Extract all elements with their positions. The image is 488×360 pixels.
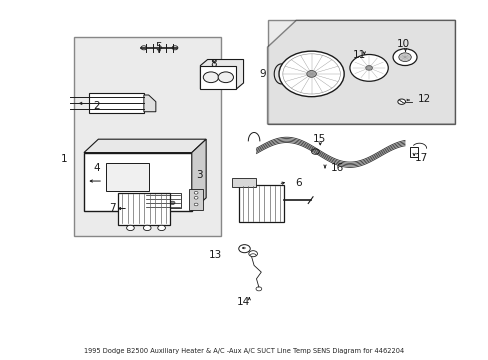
Text: 15: 15 bbox=[312, 134, 325, 144]
Text: 5: 5 bbox=[155, 42, 161, 52]
Text: 11: 11 bbox=[352, 50, 366, 60]
Circle shape bbox=[151, 201, 156, 204]
Text: 7: 7 bbox=[109, 203, 116, 213]
Circle shape bbox=[143, 225, 151, 231]
Circle shape bbox=[126, 225, 134, 231]
Text: 13: 13 bbox=[209, 250, 222, 260]
Circle shape bbox=[238, 245, 250, 253]
Circle shape bbox=[158, 225, 165, 231]
Circle shape bbox=[398, 53, 410, 62]
Circle shape bbox=[397, 99, 405, 104]
Text: 9: 9 bbox=[259, 69, 265, 79]
Circle shape bbox=[172, 46, 178, 50]
Text: 2: 2 bbox=[93, 101, 100, 111]
Text: 1: 1 bbox=[61, 154, 67, 164]
Bar bbox=[146, 193, 181, 208]
Bar bbox=[200, 66, 236, 89]
Circle shape bbox=[203, 72, 218, 82]
Polygon shape bbox=[267, 21, 454, 124]
Bar bbox=[118, 193, 170, 225]
Text: 4: 4 bbox=[93, 163, 100, 173]
Text: 1995 Dodge B2500 Auxiliary Heater & A/C -Aux A/C SUCT Line Temp SENS Diagram for: 1995 Dodge B2500 Auxiliary Heater & A/C … bbox=[84, 347, 404, 354]
Text: 10: 10 bbox=[396, 40, 409, 49]
Text: 12: 12 bbox=[417, 94, 430, 104]
Circle shape bbox=[365, 66, 372, 70]
Circle shape bbox=[141, 46, 146, 50]
Circle shape bbox=[349, 54, 387, 81]
Circle shape bbox=[218, 72, 233, 82]
Circle shape bbox=[306, 71, 316, 77]
Text: 3: 3 bbox=[196, 170, 203, 180]
Bar bbox=[89, 93, 143, 113]
Polygon shape bbox=[191, 139, 206, 211]
Bar bbox=[238, 185, 284, 222]
Bar bbox=[409, 147, 418, 157]
Circle shape bbox=[279, 51, 344, 97]
Circle shape bbox=[170, 201, 175, 204]
Circle shape bbox=[311, 149, 319, 154]
Bar bbox=[189, 189, 203, 210]
Text: 14: 14 bbox=[236, 297, 250, 307]
Circle shape bbox=[194, 203, 198, 206]
Bar bbox=[84, 153, 191, 211]
Text: 16: 16 bbox=[330, 163, 343, 173]
Circle shape bbox=[194, 192, 198, 194]
Circle shape bbox=[248, 251, 257, 257]
Polygon shape bbox=[200, 59, 243, 89]
Polygon shape bbox=[74, 37, 220, 236]
Text: 6: 6 bbox=[294, 178, 301, 188]
Text: 8: 8 bbox=[210, 59, 216, 69]
Bar bbox=[231, 178, 255, 187]
Text: 17: 17 bbox=[414, 153, 427, 163]
Polygon shape bbox=[143, 95, 156, 112]
Bar bbox=[267, 21, 454, 124]
Polygon shape bbox=[84, 139, 206, 153]
Circle shape bbox=[392, 49, 416, 66]
Circle shape bbox=[194, 197, 198, 199]
Bar bbox=[105, 163, 148, 191]
Circle shape bbox=[160, 201, 165, 204]
